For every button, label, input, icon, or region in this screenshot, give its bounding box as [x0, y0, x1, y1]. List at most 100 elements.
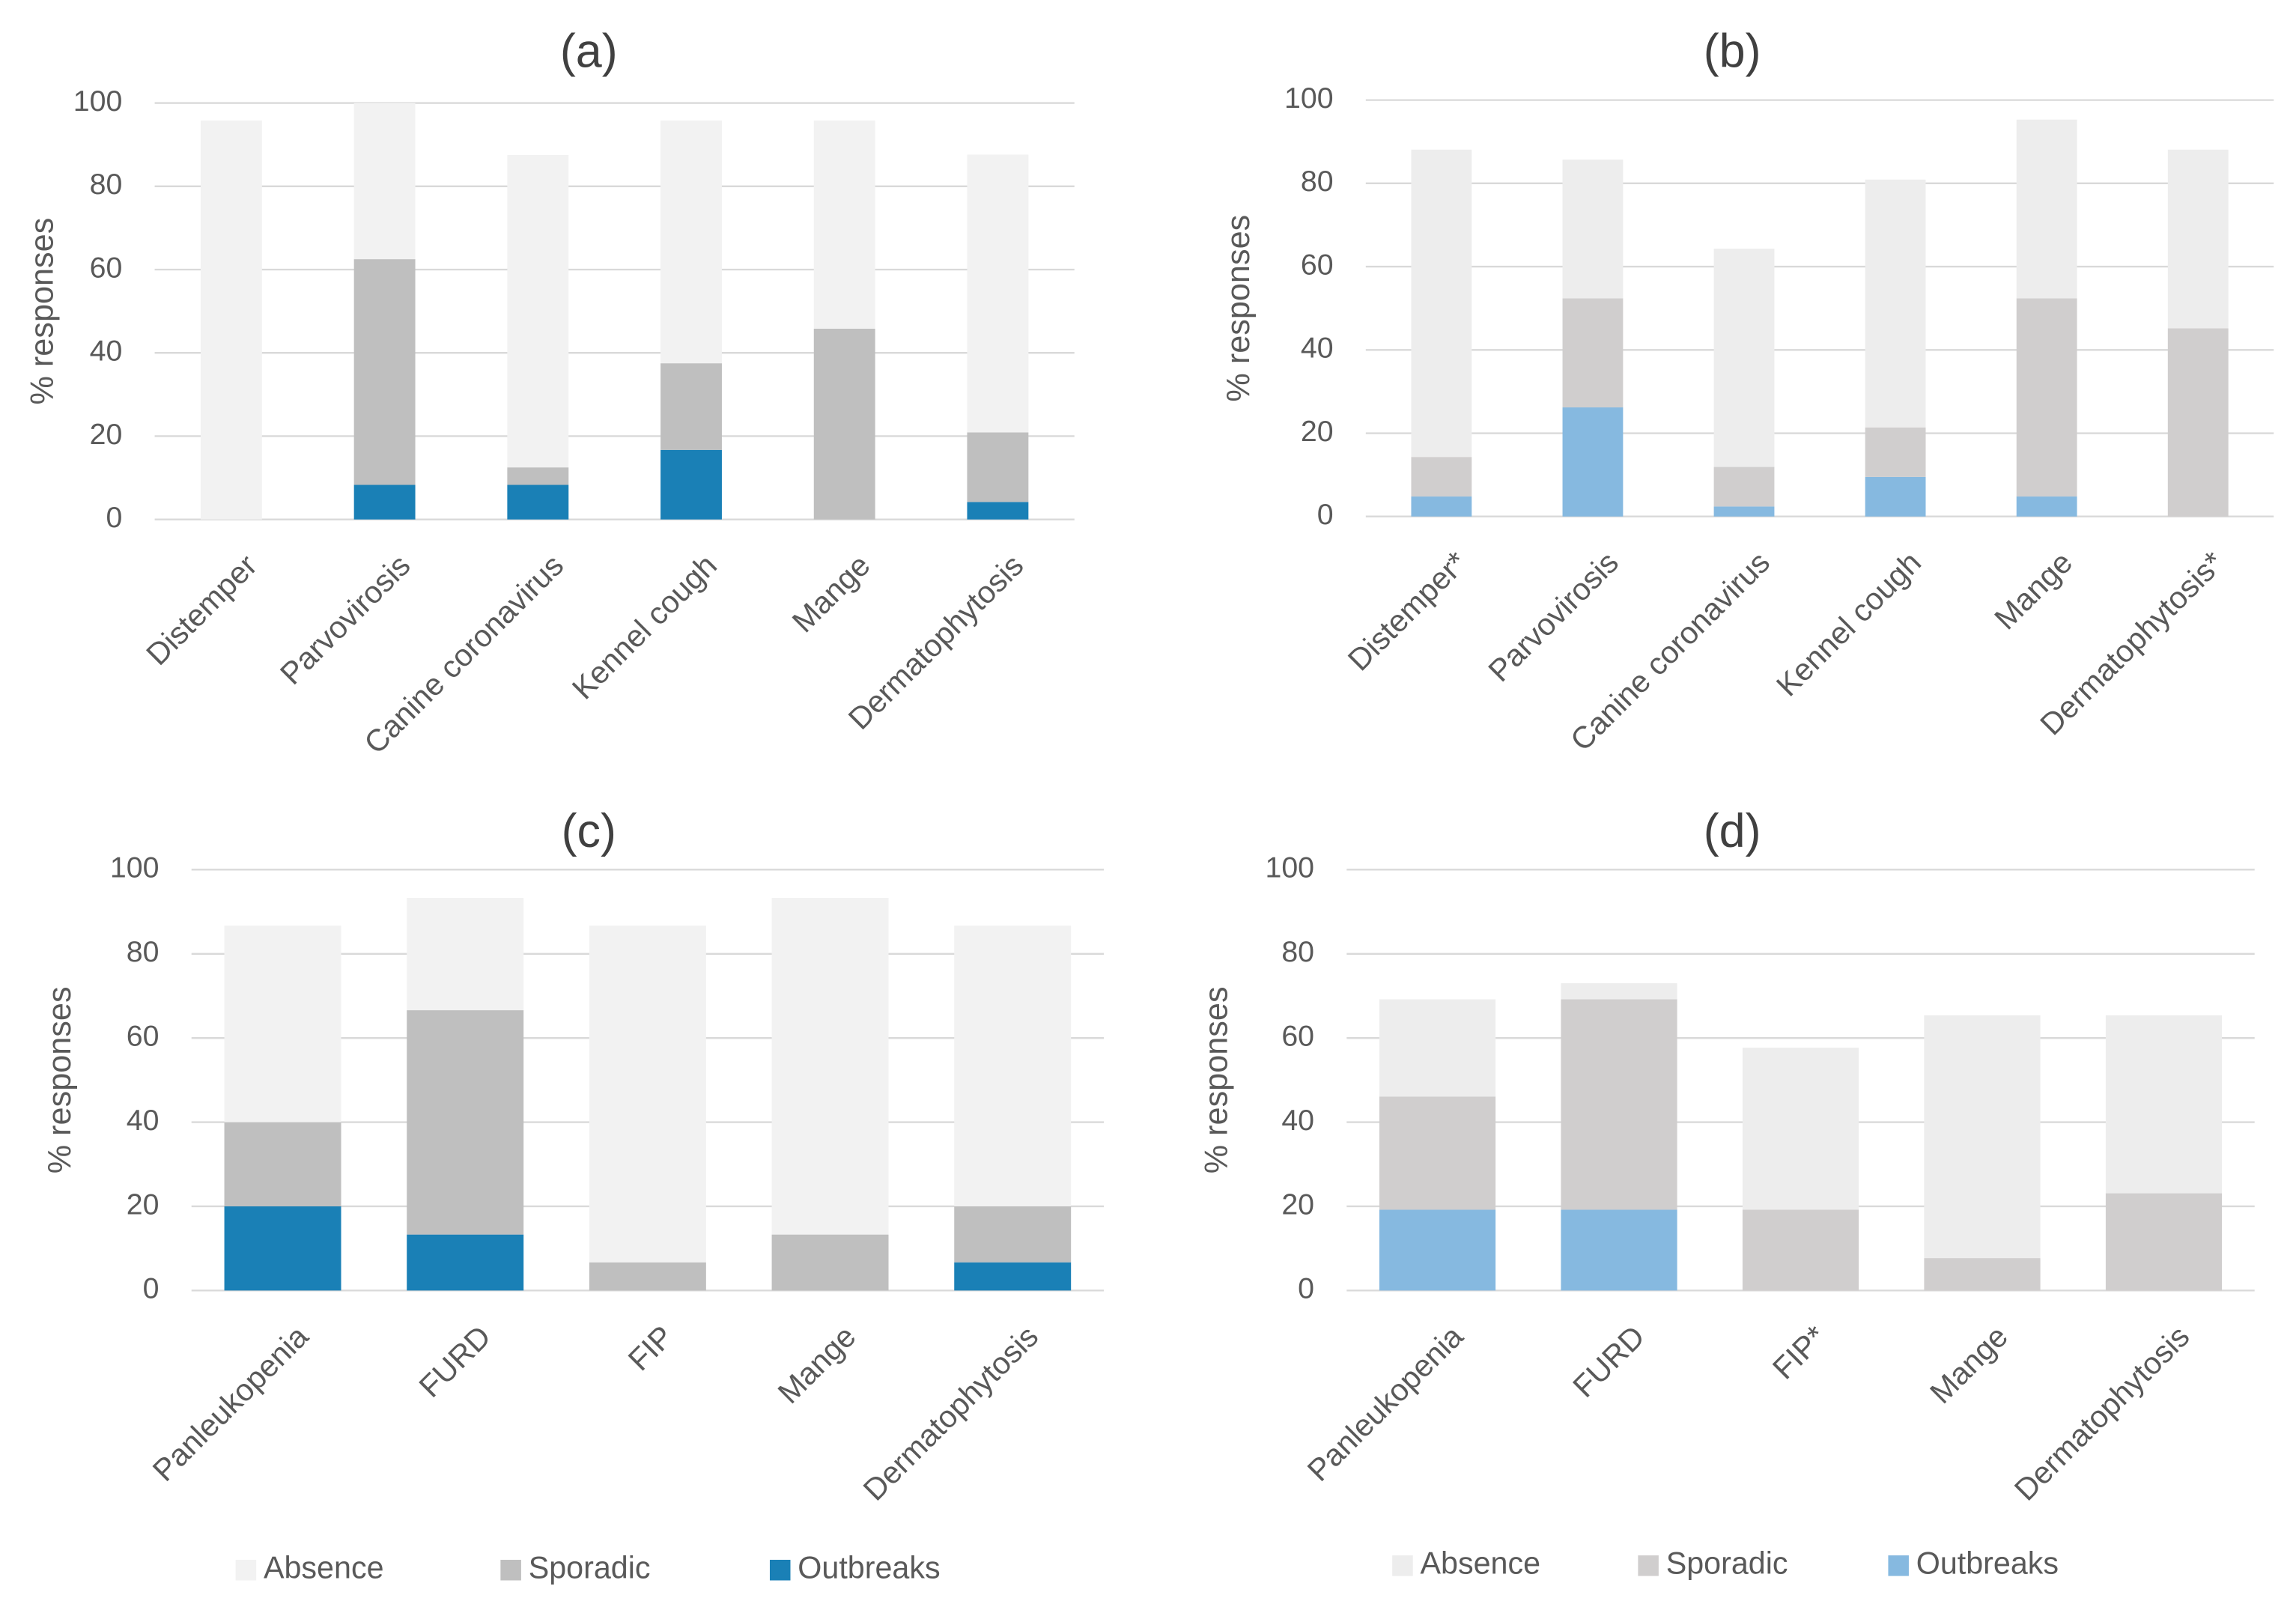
bar-segment — [813, 328, 875, 520]
bar-segment — [407, 1010, 524, 1235]
y-tick-label: 20 — [90, 418, 123, 451]
y-axis-label: % responses — [1221, 215, 1257, 402]
y-tick-label: 60 — [127, 1020, 160, 1053]
legend-swatch — [235, 1559, 257, 1581]
y-tick-label: 100 — [1265, 851, 1314, 884]
bar-segment — [507, 484, 569, 520]
x-tick-label: Mange — [786, 548, 877, 640]
x-tick-label: FIP — [622, 1319, 680, 1377]
bar-segment — [407, 898, 524, 1011]
chart-title: (b) — [1704, 25, 1761, 77]
bar-segment — [1379, 1209, 1496, 1291]
bar-segment — [1411, 457, 1472, 497]
bar-segment — [1562, 160, 1624, 299]
bar-segment — [353, 259, 416, 485]
bar-segment — [1924, 1015, 2041, 1259]
y-tick-label: 0 — [1298, 1272, 1314, 1305]
bar-segment — [2016, 496, 2077, 517]
y-tick-label: 60 — [90, 251, 123, 284]
bar-segment — [1562, 407, 1624, 517]
legend-label: Absence — [264, 1551, 384, 1585]
y-tick-label: 0 — [143, 1272, 160, 1305]
y-axis-label: % responses — [1199, 986, 1235, 1173]
bar-segment — [353, 103, 416, 260]
x-tick-label: Panleukopenia — [146, 1319, 315, 1488]
x-tick-label: Kennel cough — [565, 548, 723, 706]
bar-segment — [2167, 149, 2229, 329]
legend-label: Sporadic — [1666, 1546, 1788, 1581]
bar-segment — [771, 1234, 889, 1291]
bar-segment — [1742, 1048, 1859, 1210]
legend-label: Absence — [1421, 1546, 1541, 1581]
chart-title: (c) — [562, 805, 616, 857]
x-tick-label: FURD — [413, 1319, 498, 1404]
y-tick-label: 100 — [110, 851, 160, 884]
legend-label: Outbreaks — [798, 1551, 940, 1585]
x-tick-label: Dermatophytosis — [2008, 1319, 2196, 1507]
bar-segment — [1411, 149, 1472, 458]
y-tick-label: 20 — [1301, 415, 1334, 448]
bar-segment — [1561, 983, 1677, 1000]
bar-segment — [507, 155, 569, 468]
x-tick-label: Mange — [771, 1319, 863, 1410]
bar-segment — [1411, 496, 1472, 517]
legend-swatch — [500, 1559, 521, 1581]
bar-segment — [954, 1262, 1072, 1291]
y-tick-label: 40 — [1301, 332, 1334, 365]
bar-segment — [2105, 1193, 2223, 1291]
x-tick-label: Distemper — [139, 547, 264, 672]
bar-segment — [660, 363, 722, 450]
bar-segment — [224, 1206, 341, 1291]
y-tick-label: 60 — [1301, 248, 1334, 281]
bar-segment — [1713, 506, 1775, 517]
bar-segment — [2167, 328, 2229, 517]
legend-swatch — [769, 1559, 791, 1581]
bar-segment — [967, 432, 1029, 502]
bar-segment — [2016, 298, 2077, 497]
y-axis-label: % responses — [42, 986, 78, 1173]
chart-title: (d) — [1704, 805, 1761, 857]
y-tick-label: 100 — [73, 85, 123, 118]
bar-segment — [1713, 249, 1775, 467]
bar-segment — [1561, 1209, 1677, 1291]
y-tick-label: 40 — [1281, 1104, 1314, 1137]
legend-swatch — [1392, 1555, 1413, 1576]
legend-swatch — [1888, 1555, 1909, 1576]
bar-segment — [1561, 999, 1677, 1210]
bar-segment — [1379, 1096, 1496, 1210]
y-tick-label: 80 — [1281, 935, 1314, 968]
x-tick-label: Panleukopenia — [1301, 1319, 1470, 1488]
bar-segment — [200, 120, 262, 520]
legend-label: Sporadic — [529, 1551, 651, 1585]
y-tick-label: 40 — [90, 335, 123, 368]
y-tick-label: 80 — [127, 935, 160, 968]
bar-segment — [954, 926, 1072, 1206]
bar-segment — [1562, 298, 1624, 408]
x-tick-label: Distemper* — [1341, 545, 1474, 678]
bar-segment — [224, 926, 341, 1122]
bar-segment — [1865, 427, 1926, 477]
bar-segment — [967, 154, 1029, 433]
x-tick-label: FIP* — [1766, 1319, 1832, 1385]
y-tick-label: 20 — [1281, 1188, 1314, 1221]
x-tick-label: Parvovirosis — [1482, 545, 1625, 688]
x-tick-label: Parvovirosis — [273, 548, 416, 691]
y-tick-label: 0 — [1317, 498, 1334, 531]
x-tick-label: Dermatophytosis — [857, 1319, 1045, 1507]
bar-segment — [2105, 1015, 2223, 1194]
bar-segment — [1865, 476, 1926, 517]
bar-segment — [2016, 119, 2077, 299]
bar-segment — [954, 1206, 1072, 1263]
bar-segment — [353, 484, 416, 520]
bar-segment — [1924, 1258, 2041, 1291]
x-tick-label: Mange — [1923, 1319, 2014, 1410]
bar-segment — [1865, 179, 1926, 428]
bar-segment — [771, 898, 889, 1235]
chart-title: (a) — [560, 25, 618, 77]
bar-segment — [224, 1122, 341, 1206]
legend-swatch — [1638, 1555, 1659, 1576]
x-tick-label: Kennel cough — [1770, 545, 1928, 703]
bar-segment — [589, 1262, 706, 1291]
